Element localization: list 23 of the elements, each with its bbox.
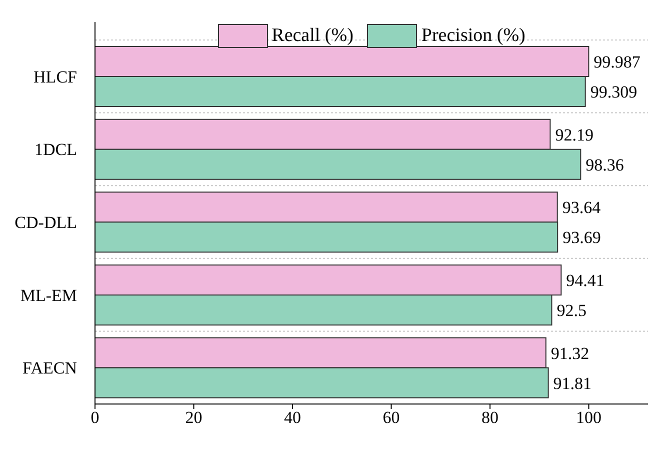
x-tick-label: 100 (576, 408, 602, 428)
y-tick-label: 1DCL (34, 140, 77, 160)
x-tick-label: 60 (382, 408, 400, 428)
data-label: 93.69 (562, 228, 601, 248)
x-tick-label: 20 (185, 408, 202, 428)
data-label: 92.19 (555, 125, 594, 144)
data-label: 91.32 (550, 344, 590, 363)
x-tick-label: 0 (90, 408, 100, 428)
data-label: 99.987 (594, 52, 641, 72)
y-tick-label: HLCF (34, 67, 77, 86)
data-label: 94.41 (566, 270, 604, 290)
data-label: 91.81 (553, 374, 592, 393)
data-label: 93.64 (562, 198, 602, 218)
x-tick-label: 40 (284, 408, 301, 428)
x-tick-label: 80 (482, 408, 498, 428)
legend-label: Recall (%) (272, 25, 354, 47)
data-label: 99.309 (590, 82, 638, 102)
legend-label: Precision (%) (421, 25, 526, 47)
data-label: 92.5 (556, 300, 586, 320)
y-tick-label: FAECN (22, 358, 77, 378)
y-tick-label: ML-EM (20, 286, 77, 305)
y-tick-label: CD-DLL (14, 213, 77, 232)
data-label: 98.36 (586, 155, 624, 174)
